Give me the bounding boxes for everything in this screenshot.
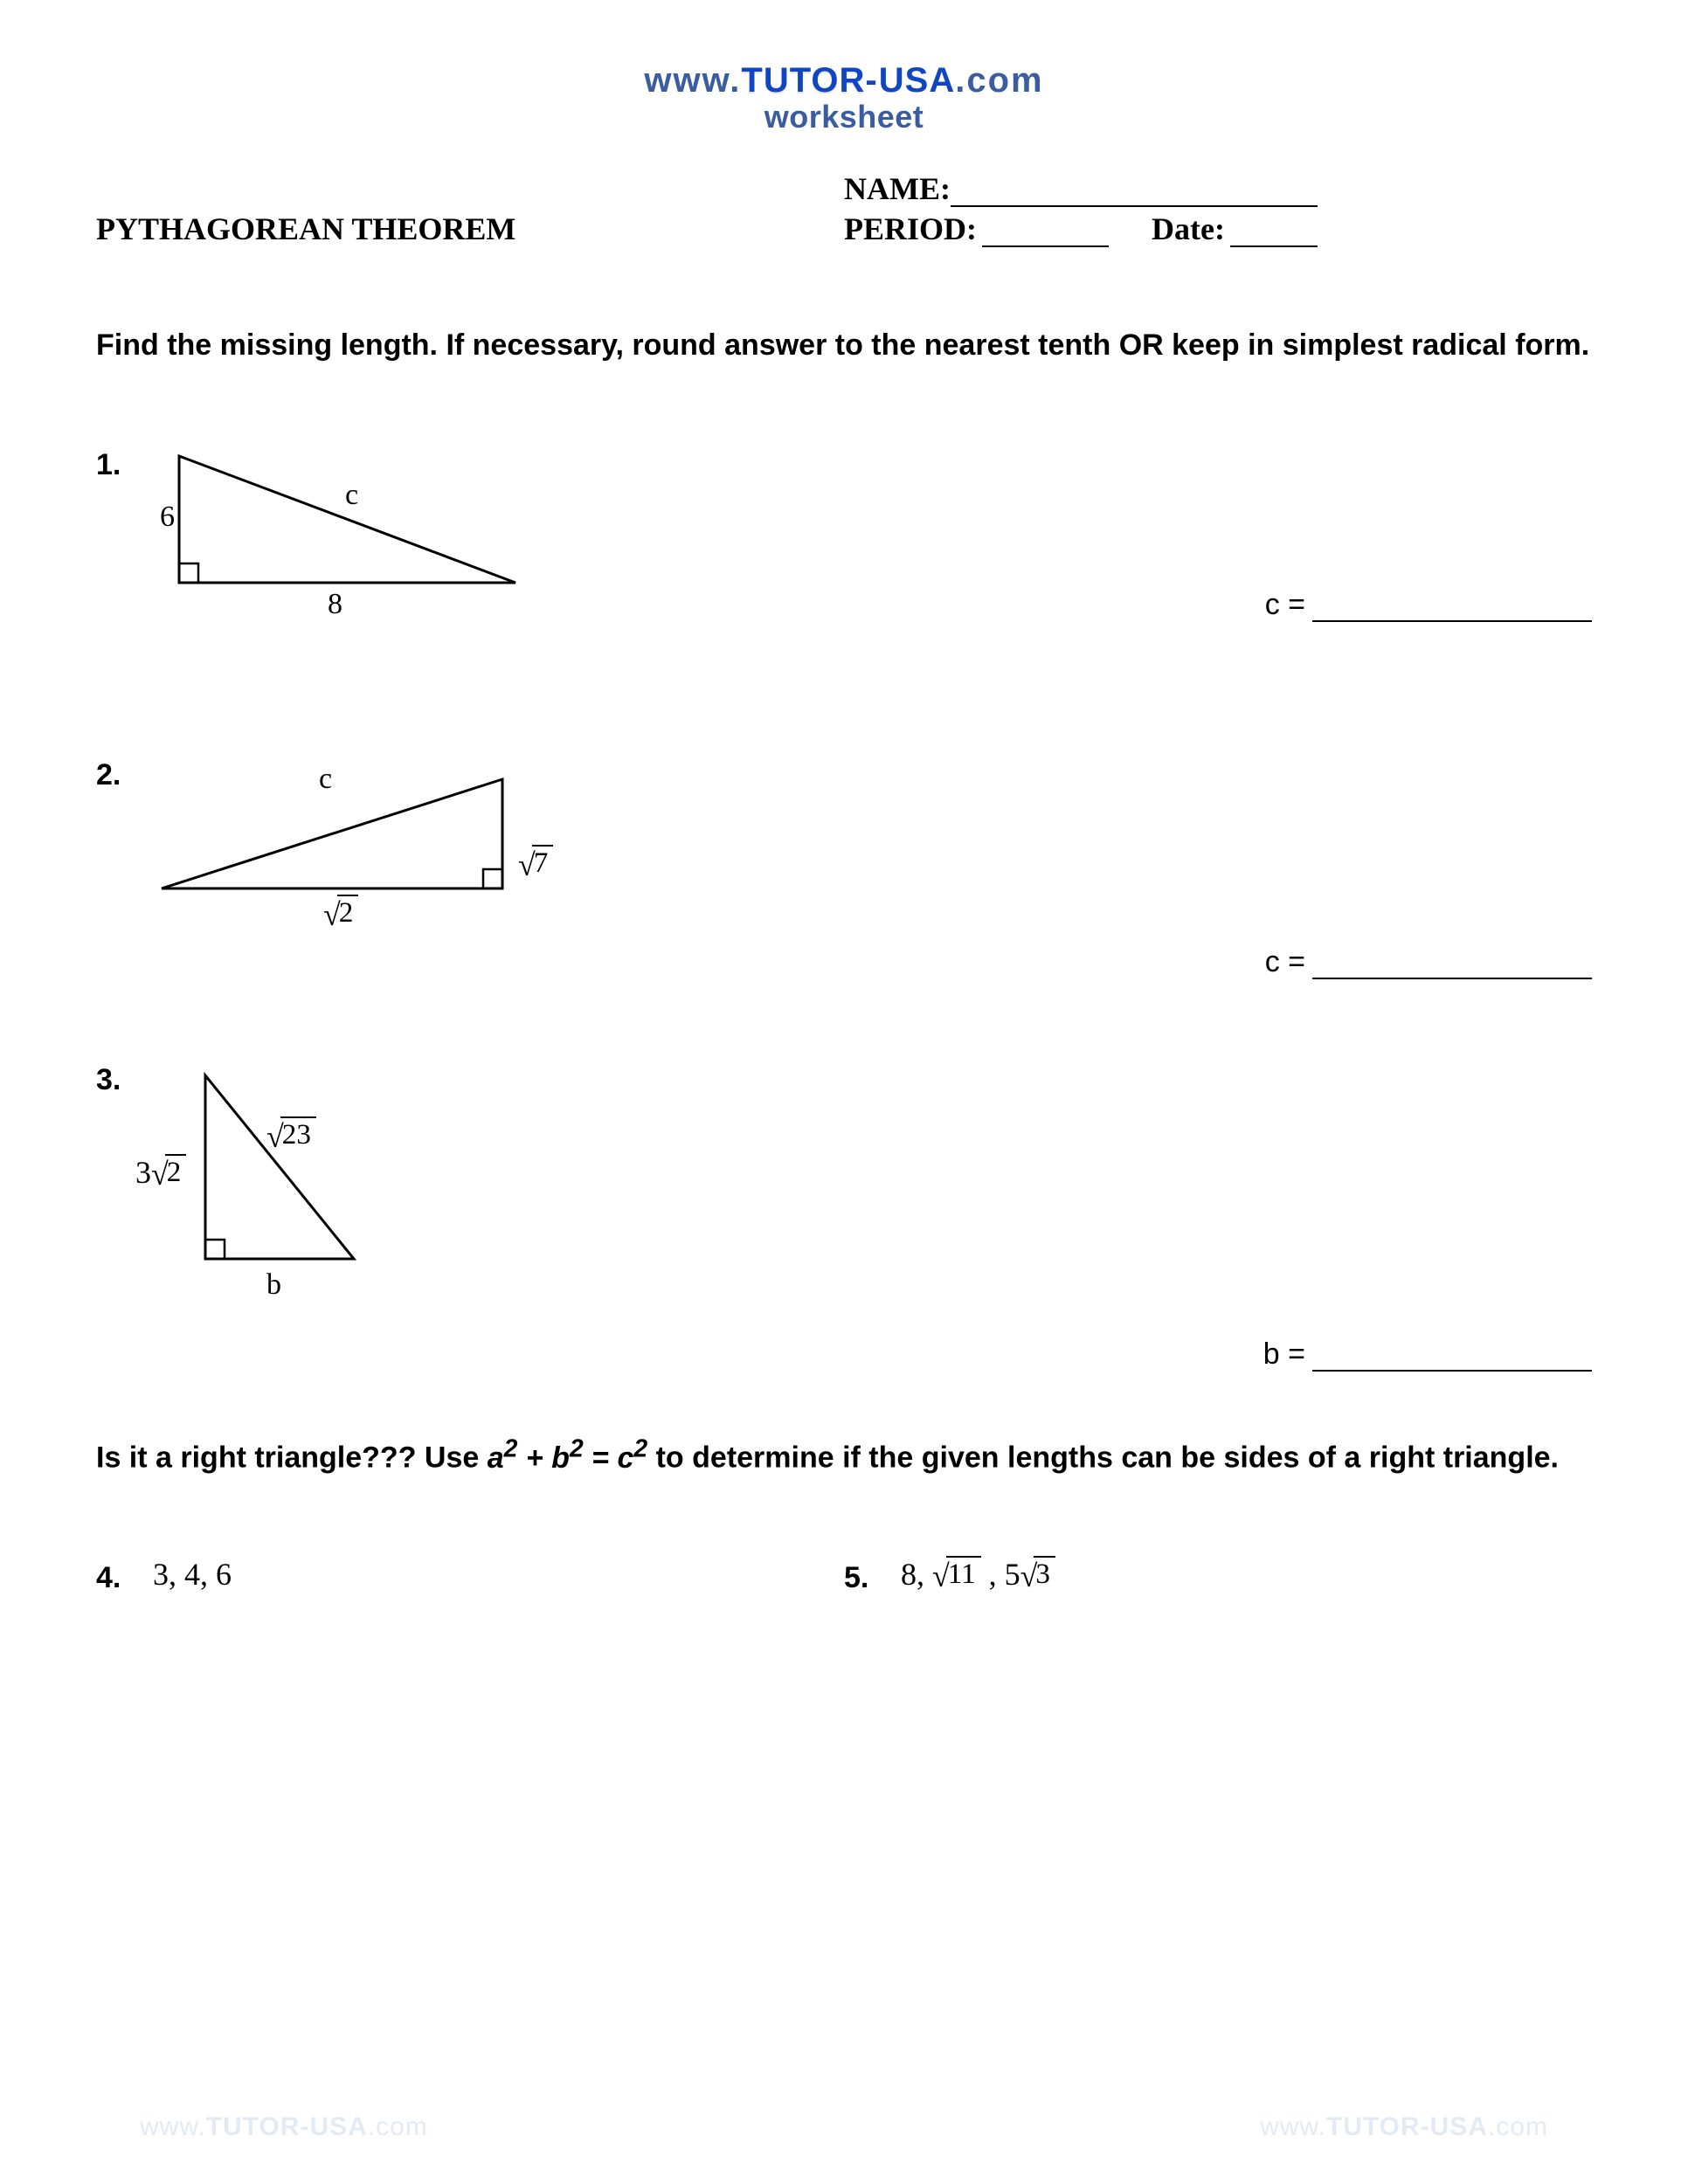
problem-3: 3. b 3√2 √23 b =	[96, 1058, 1592, 1380]
s2-suffix: to determine if the given lengths can be…	[647, 1441, 1559, 1475]
problem-2: 2. c √7 √2 c =	[96, 753, 1592, 1006]
footer-watermarks: www.TUTOR-USA.com www.TUTOR-USA.com	[0, 2112, 1688, 2142]
problem-number: 1.	[96, 443, 153, 482]
logo-tutor: TUTOR	[741, 61, 865, 100]
date-label: Date:	[1152, 211, 1225, 246]
problem-45-row: 4. 3, 4, 6 5. 8, √11 , 5√3	[96, 1556, 1592, 1595]
logo-header: www.TUTOR-USA.com worksheet	[96, 61, 1592, 135]
answer-blank[interactable]	[1312, 978, 1592, 979]
logo-usa: USA	[879, 61, 955, 100]
footer-logo-right: www.TUTOR-USA.com	[1260, 2112, 1548, 2142]
worksheet-title: PYTHAGOREAN THEOREM	[96, 211, 844, 247]
header-row-name: NAME:	[96, 170, 1592, 207]
answer-blank[interactable]	[1312, 1370, 1592, 1372]
side-b-rad: √2	[323, 895, 734, 931]
answer-1: c =	[1265, 588, 1592, 622]
logo-www: www.	[644, 61, 741, 100]
problem-number: 4.	[96, 1556, 153, 1595]
period-blank[interactable]	[982, 245, 1109, 247]
answer-2: c =	[1265, 945, 1592, 979]
logo-worksheet: worksheet	[96, 99, 1592, 135]
problem-4: 4. 3, 4, 6	[96, 1556, 844, 1595]
problem-number: 5.	[844, 1556, 901, 1595]
side-a: 3√2	[135, 1154, 205, 1191]
section1-instructions: Find the missing length. If necessary, r…	[96, 326, 1592, 364]
logo-dash: -	[865, 61, 878, 100]
side-a-rad: √7	[518, 845, 929, 881]
triangle-1: 6 8 c	[153, 443, 564, 622]
answer-label: c =	[1265, 588, 1305, 621]
date-blank[interactable]	[1230, 245, 1318, 247]
s2-prefix: Is it a right triangle??? Use	[96, 1441, 488, 1475]
side-a: 6	[160, 501, 175, 533]
section2-instructions: Is it a right triangle??? Use a2 + b2 = …	[96, 1433, 1592, 1477]
side-b: b	[266, 1268, 281, 1301]
hypotenuse: c	[319, 763, 332, 795]
problem-1: 1. 6 8 c c =	[96, 443, 1592, 622]
hypotenuse: √23	[266, 1116, 336, 1153]
problem-number: 2.	[96, 753, 153, 792]
name-blank[interactable]	[951, 205, 1318, 207]
period-label: PERIOD:	[844, 211, 977, 246]
hypotenuse: c	[345, 479, 358, 511]
name-label: NAME:	[844, 171, 951, 206]
header-row-title: PYTHAGOREAN THEOREM PERIOD: Date:	[96, 211, 1592, 247]
logo-line1: www.TUTOR-USA.com	[96, 61, 1592, 100]
triangle-2: c √7 √2	[153, 753, 564, 1006]
triangle-3: b 3√2 √23	[153, 1058, 564, 1380]
formula: a2 + b2 = c2	[488, 1441, 647, 1475]
answer-3: b =	[1263, 1337, 1592, 1372]
p4-values: 3, 4, 6	[153, 1556, 232, 1595]
problem-number: 3.	[96, 1058, 153, 1097]
side-b: 8	[328, 588, 342, 618]
worksheet-page: www.TUTOR-USA.com worksheet NAME: PYTHAG…	[0, 0, 1688, 1656]
name-field: NAME:	[844, 170, 1592, 207]
answer-blank[interactable]	[1312, 620, 1592, 622]
answer-label: b =	[1263, 1337, 1305, 1371]
p5-values: 8, √11 , 5√3	[901, 1556, 1055, 1595]
logo-com: .com	[955, 61, 1043, 100]
problem-5: 5. 8, √11 , 5√3	[844, 1556, 1592, 1595]
answer-label: c =	[1265, 945, 1305, 978]
period-date-field: PERIOD: Date:	[844, 211, 1592, 247]
footer-logo-left: www.TUTOR-USA.com	[140, 2112, 428, 2142]
